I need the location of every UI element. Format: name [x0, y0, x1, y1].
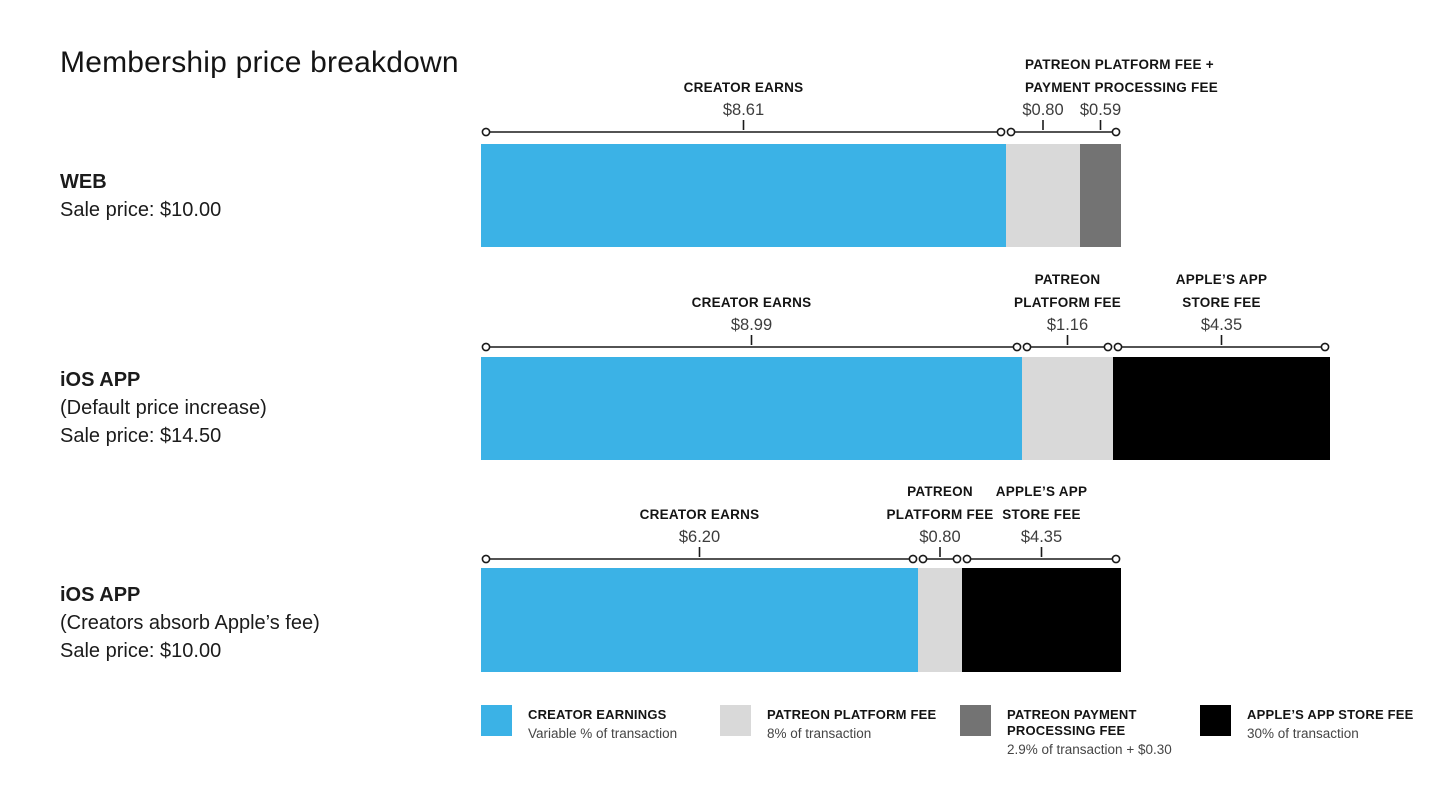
annotation-label: APPLE’S APP STORE FEE: [1175, 272, 1268, 310]
row-name: iOS APP: [60, 584, 141, 606]
legend-swatch-patreon-payment-processing-fee: [960, 705, 991, 736]
legend-desc: 8% of transaction: [767, 726, 872, 741]
bar-segment-apples-app-store-fee: [1113, 357, 1330, 460]
bar-segment-patreon-payment-processing-fee: [1080, 144, 1121, 247]
measure-endpoint-circle: [952, 554, 962, 564]
annotation-value: $0.80: [919, 528, 961, 546]
legend-text: CREATOR EARNINGS Variable % of transactio…: [528, 707, 677, 742]
legend-title: PATREON PLATFORM FEE: [767, 707, 937, 722]
annotation-value: $4.35: [1200, 316, 1243, 334]
legend-text: APPLE’S APP STORE FEE 30% of transaction: [1247, 707, 1414, 742]
measure-endpoint-circle: [481, 127, 491, 137]
measure-endpoint-circle: [1103, 342, 1113, 352]
measure-endpoint-circle: [962, 554, 972, 564]
annotation-value: $8.99: [730, 316, 773, 334]
annotation-label: PATREON PLATFORM FEE + PAYMENT PROCESSING…: [1025, 57, 1219, 95]
row-label: iOS APP (Default price increase) Sale pric…: [60, 366, 267, 450]
measure-endpoint-circle: [481, 554, 491, 564]
bar-segment-patreon-platform-fee: [918, 568, 962, 672]
annotation-label: PATREON PLATFORM FEE: [886, 484, 994, 522]
measure-endpoint-circle: [1012, 342, 1022, 352]
bar-segment-creator-earnings: [481, 144, 1006, 247]
row-name: WEB: [60, 171, 107, 193]
bar-segment-creator-earnings: [481, 568, 918, 672]
annotation-value: $0.59: [1079, 101, 1122, 119]
row-name: iOS APP: [60, 369, 141, 391]
row-label: iOS APP (Creators absorb Apple’s fee) Sale…: [60, 581, 320, 665]
legend-desc: Variable % of transaction: [528, 726, 678, 741]
bar-segment-patreon-platform-fee: [1006, 144, 1080, 247]
annotation-value: $0.80: [1022, 101, 1064, 119]
legend-desc: 30% of transaction: [1247, 726, 1359, 741]
annotation-value: $1.16: [1046, 316, 1089, 334]
row-sale-price: Sale price: $14.50: [60, 425, 222, 447]
legend-text: PATREON PAYMENT PROCESSING FEE 2.9% of tra…: [1007, 707, 1172, 758]
measure-endpoint-circle: [1022, 342, 1032, 352]
bar-segment-creator-earnings: [481, 357, 1022, 460]
measure-endpoint-circle: [1320, 342, 1330, 352]
page-title: Membership price breakdown: [60, 46, 459, 79]
legend-swatch-creator-earnings: [481, 705, 512, 736]
measure-endpoint-circle: [908, 554, 918, 564]
row-label: WEB Sale price: $10.00: [60, 168, 221, 224]
measure-endpoint-circle: [918, 554, 928, 564]
annotation-value: $6.20: [678, 528, 721, 546]
legend-text: PATREON PLATFORM FEE 8% of transaction: [767, 707, 936, 742]
legend-swatch-patreon-platform-fee: [720, 705, 751, 736]
measure-endpoint-circle: [481, 342, 491, 352]
annotation-label: PATREON PLATFORM FEE: [1014, 272, 1121, 310]
measure-endpoint-circle: [1111, 127, 1121, 137]
annotation-label: APPLE’S APP STORE FEE: [995, 484, 1088, 522]
annotation-label: CREATOR EARNS: [639, 507, 760, 522]
row-qualifier: (Default price increase): [60, 397, 267, 419]
measure-endpoint-circle: [996, 127, 1006, 137]
legend-title: PROCESSING FEE: [1007, 723, 1126, 738]
measure-endpoint-circle: [1111, 554, 1121, 564]
bar-segment-apples-app-store-fee: [962, 568, 1121, 672]
row-sale-price: Sale price: $10.00: [60, 640, 222, 662]
annotation-value: $8.61: [722, 101, 765, 119]
row-sale-price: Sale price: $10.00: [60, 199, 222, 221]
bar-segment-patreon-platform-fee: [1022, 357, 1113, 460]
annotation-label: CREATOR EARNS: [683, 80, 804, 95]
row-qualifier: (Creators absorb Apple’s fee): [60, 612, 320, 634]
legend-title: CREATOR EARNINGS: [528, 707, 667, 722]
legend-desc: 2.9% of transaction + $0.30: [1007, 742, 1172, 757]
legend-title: APPLE’S APP STORE FEE: [1247, 707, 1414, 722]
legend-swatch-apples-app-store-fee: [1200, 705, 1231, 736]
legend-title: PATREON PAYMENT: [1007, 707, 1137, 722]
annotation-label: CREATOR EARNS: [691, 295, 812, 310]
measure-endpoint-circle: [1006, 127, 1016, 137]
measure-endpoint-circle: [1113, 342, 1123, 352]
annotation-value: $4.35: [1020, 528, 1063, 546]
